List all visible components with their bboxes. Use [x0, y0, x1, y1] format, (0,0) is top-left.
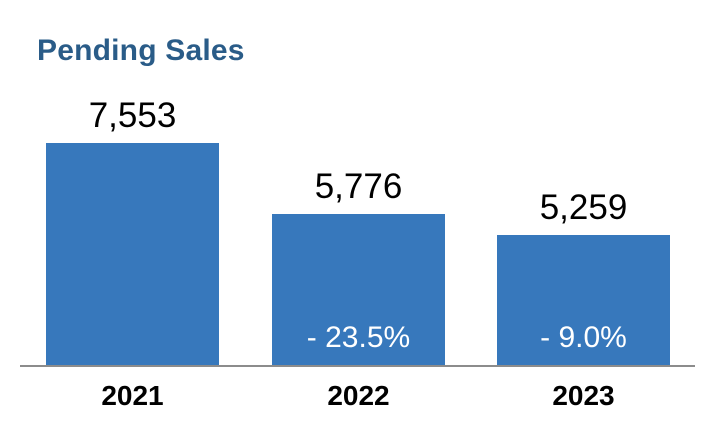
x-tick-2023: 2023 [552, 380, 615, 411]
bar-group-2021: 7,553 [46, 98, 219, 366]
x-tick-2021: 2021 [101, 380, 164, 411]
change-label-2022: - 23.5% [306, 321, 411, 354]
value-label-2021: 7,553 [88, 96, 177, 135]
bar-group-2023: 5,259 - 9.0% [497, 190, 670, 366]
bar-2023: - 9.0% [497, 235, 670, 366]
value-label-2022: 5,776 [314, 167, 403, 206]
bar-2022: - 23.5% [272, 214, 445, 366]
x-axis-line [20, 365, 695, 367]
x-tick-2022: 2022 [327, 380, 390, 411]
bar-chart: 7,553 5,776 - 23.5% 5,259 - 9.0% [20, 86, 695, 366]
bar-group-2022: 5,776 - 23.5% [272, 169, 445, 366]
value-label-2023: 5,259 [539, 188, 628, 227]
chart-title: Pending Sales [37, 34, 245, 68]
bar-2021 [46, 143, 219, 366]
change-label-2023: - 9.0% [540, 321, 627, 354]
